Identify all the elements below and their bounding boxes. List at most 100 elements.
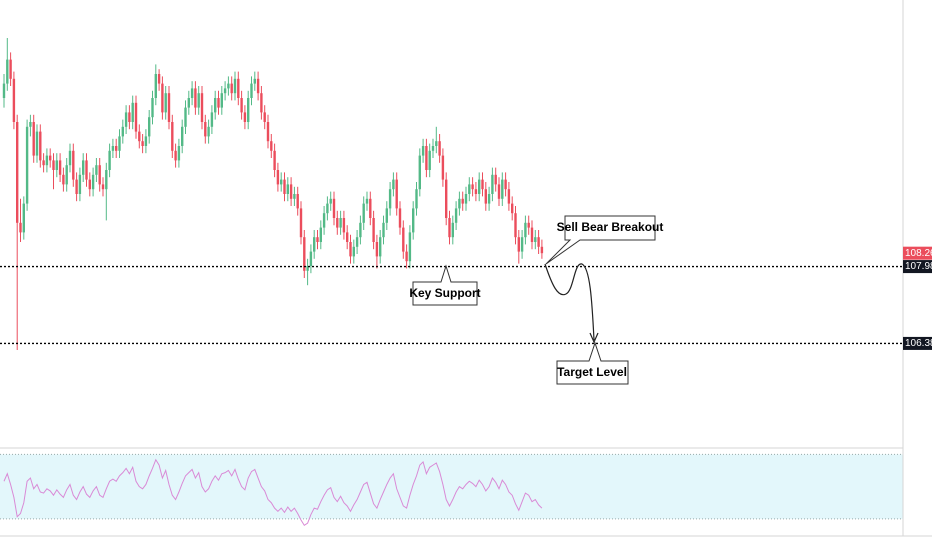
- candle-body: [101, 184, 105, 190]
- candle-body: [164, 93, 167, 113]
- candle-body: [55, 160, 58, 170]
- rsi-band: [0, 454, 903, 519]
- candle-body: [329, 198, 332, 204]
- candle-body: [438, 141, 441, 156]
- arrow-head: [589, 332, 599, 344]
- candle-body: [435, 141, 438, 146]
- candle-body: [336, 218, 339, 228]
- candle-body: [194, 88, 197, 108]
- candle-body: [507, 189, 511, 204]
- candle-body: [491, 174, 494, 194]
- candle-body: [78, 174, 82, 194]
- candle-body: [82, 160, 85, 175]
- candle-body: [289, 184, 293, 199]
- callout: Key Support: [409, 264, 481, 306]
- candle-body: [237, 78, 240, 98]
- candle-body: [151, 98, 154, 118]
- candle-body: [62, 174, 65, 185]
- candle-body: [105, 170, 108, 190]
- candle-body: [342, 218, 346, 233]
- candle-body: [296, 194, 299, 209]
- candle-body: [405, 251, 408, 262]
- last-price-bg: [903, 246, 932, 260]
- candle-body: [177, 146, 181, 161]
- candle-body: [22, 203, 25, 233]
- candle-body: [474, 189, 478, 194]
- candle-body: [230, 83, 233, 94]
- candle-body: [431, 146, 435, 151]
- candle-body: [346, 232, 349, 242]
- candle-body: [339, 218, 342, 228]
- candle-body: [309, 251, 313, 266]
- annotation: Sell Bear Breakout: [557, 220, 664, 234]
- candle-body: [25, 126, 29, 204]
- candle-body: [204, 122, 207, 137]
- price-label-bg: [903, 260, 932, 274]
- candle-body: [478, 179, 481, 194]
- candle-body: [326, 203, 329, 214]
- candle-body: [441, 155, 445, 180]
- candle-body: [85, 160, 88, 180]
- candle-body: [540, 246, 544, 254]
- candle-body: [487, 194, 491, 204]
- candle-body: [6, 59, 9, 84]
- candle-body: [454, 208, 458, 223]
- candle-body: [111, 146, 115, 151]
- candle-body: [524, 222, 527, 238]
- candle-body: [445, 179, 448, 218]
- candle-body: [520, 237, 524, 252]
- candle-body: [118, 136, 121, 151]
- candle-body: [181, 126, 184, 146]
- candle-body: [88, 179, 91, 190]
- candle-body: [270, 141, 273, 151]
- candle-body: [421, 146, 425, 156]
- candle-body: [537, 237, 540, 247]
- candle-body: [16, 122, 19, 223]
- price-label: 106.387: [905, 338, 932, 349]
- candle-body: [504, 179, 507, 190]
- candle-body: [39, 131, 42, 161]
- candle-body: [293, 194, 296, 199]
- candle-body: [299, 208, 303, 238]
- candle-body: [514, 213, 517, 238]
- candle-body: [484, 189, 487, 204]
- annotation: Target Level: [557, 365, 627, 379]
- candle-body: [501, 179, 504, 199]
- candle-body: [468, 184, 471, 194]
- candle-body: [253, 78, 256, 84]
- candle-body: [45, 155, 49, 166]
- callout-box: [545, 215, 656, 265]
- candle-body: [388, 189, 392, 209]
- candle-body: [161, 83, 164, 113]
- candle-body: [2, 83, 6, 98]
- candle-body: [263, 112, 266, 122]
- candle-body: [365, 198, 369, 204]
- candle-body: [174, 150, 177, 161]
- drawings: [544, 263, 599, 344]
- candle-body: [35, 131, 39, 156]
- candle-body: [58, 160, 62, 175]
- callout-box: [556, 341, 629, 385]
- candle-body: [266, 122, 270, 142]
- price-label: 107.988: [905, 261, 932, 272]
- candle-body: [352, 246, 355, 257]
- candle-body: [197, 93, 200, 108]
- candle-body: [534, 237, 537, 242]
- candle-body: [214, 98, 217, 113]
- candle-body: [12, 78, 16, 122]
- candle-body: [511, 203, 514, 214]
- candle-body: [42, 160, 45, 166]
- candle-body: [171, 122, 174, 151]
- candle-body: [349, 242, 352, 257]
- candle-body: [303, 237, 306, 271]
- candle-body: [108, 150, 111, 170]
- candle-body: [223, 88, 227, 94]
- candle-body: [124, 112, 128, 127]
- candle-body: [372, 218, 375, 242]
- axis-labels: 107.988 106.387 108.267: [903, 246, 932, 350]
- candle-body: [260, 93, 263, 113]
- candle-body: [451, 222, 454, 238]
- candle-body: [494, 174, 497, 185]
- candle-body: [207, 126, 210, 137]
